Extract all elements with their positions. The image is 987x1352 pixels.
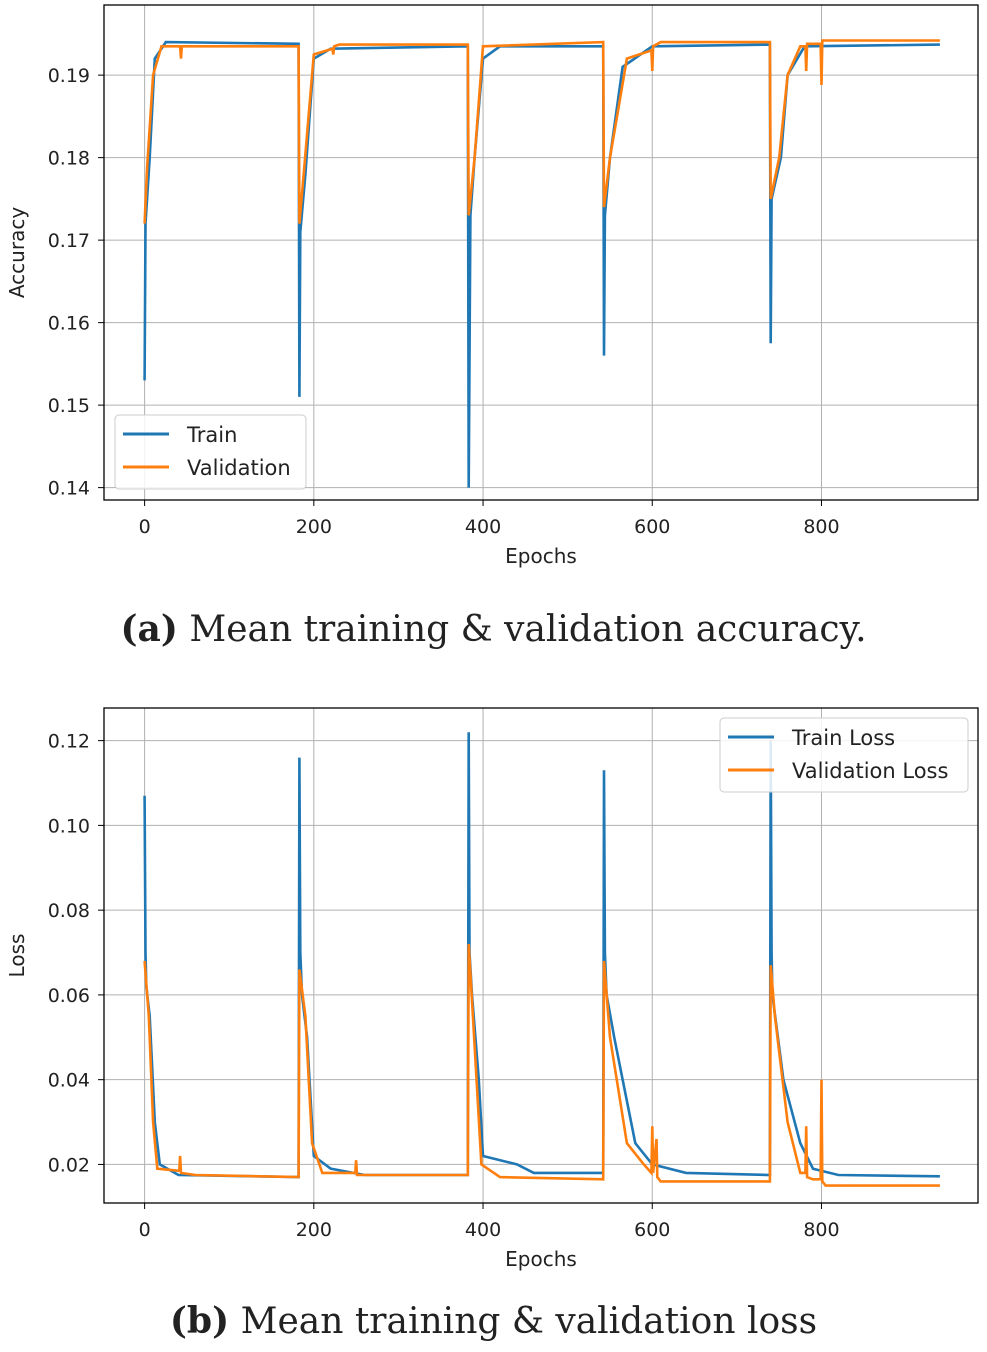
- series-line-validation: [143, 39, 940, 224]
- y-tick-label: 0.04: [48, 1070, 90, 1092]
- legend-label: Validation Loss: [792, 759, 948, 783]
- x-tick-label: 0: [139, 516, 151, 538]
- caption-a: (a) Mean training & validation accuracy.: [0, 608, 987, 650]
- x-axis-label: Epochs: [505, 1247, 577, 1271]
- legend-label: Train: [186, 423, 237, 447]
- caption-text: Mean training & validation accuracy.: [189, 609, 867, 650]
- caption-label: (b): [169, 1300, 230, 1342]
- legend: [719, 717, 969, 793]
- caption-text: Mean training & validation loss: [240, 1301, 818, 1342]
- y-tick-label: 0.14: [48, 478, 90, 500]
- y-tick-label: 0.17: [48, 230, 90, 252]
- plot-frame: [103, 707, 979, 1204]
- y-tick-label: 0.10: [48, 815, 90, 837]
- x-tick-label: 600: [634, 1219, 670, 1241]
- y-tick-label: 0.12: [48, 731, 90, 753]
- x-tick-label: 400: [465, 1219, 501, 1241]
- y-tick-label: 0.19: [48, 65, 90, 87]
- caption-b: (b) Mean training & validation loss: [0, 1300, 987, 1342]
- legend-label: Validation: [187, 456, 291, 480]
- y-tick-label: 0.08: [48, 900, 90, 922]
- plot-frame: [103, 4, 979, 501]
- accuracy-chart: 0 200 400 600 800 0.14 0.15 0.16 0.17 0.18 0.19 Epo…: [5, 4, 979, 568]
- y-tick-label: 0.02: [48, 1154, 90, 1176]
- y-tick-label: 0.15: [48, 395, 90, 417]
- y-tick-label: 0.16: [48, 313, 90, 335]
- x-tick-label: 800: [803, 1219, 839, 1241]
- legend-label: Train Loss: [791, 726, 895, 750]
- caption-label: (a): [120, 608, 178, 650]
- x-tick-label: 200: [296, 1219, 332, 1241]
- y-axis-label: Accuracy: [5, 207, 29, 298]
- x-tick-label: 0: [139, 1219, 151, 1241]
- x-tick-label: 400: [465, 516, 501, 538]
- x-axis-label: Epochs: [505, 544, 577, 568]
- x-tick-label: 800: [803, 516, 839, 538]
- x-tick-label: 200: [296, 516, 332, 538]
- series-line-validation-loss: [143, 944, 940, 1187]
- y-axis-label: Loss: [5, 934, 29, 978]
- loss-chart: 0 200 400 600 800 0.02 0.04 0.06 0.08 0.10 0.12 Epo…: [5, 707, 979, 1271]
- y-tick-label: 0.06: [48, 985, 90, 1007]
- y-tick-label: 0.18: [48, 148, 90, 170]
- x-tick-label: 600: [634, 516, 670, 538]
